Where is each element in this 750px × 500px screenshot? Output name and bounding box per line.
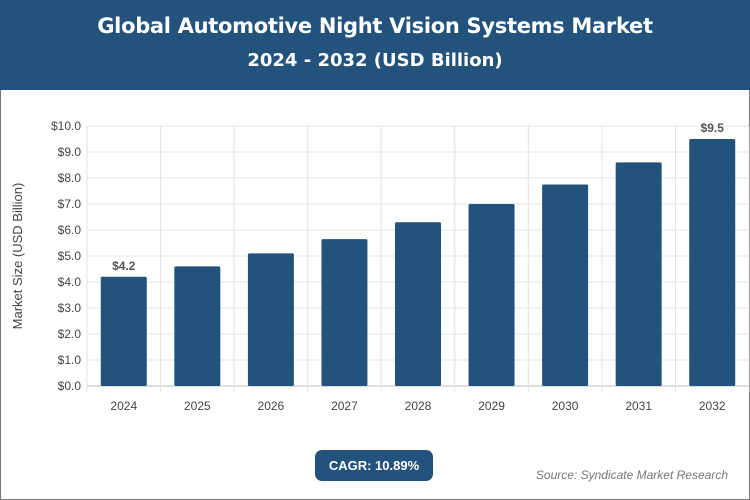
bar-2025 <box>174 266 221 386</box>
bar-2026 <box>247 253 294 386</box>
chart-header: Global Automotive Night Vision Systems M… <box>0 0 750 90</box>
y-tick-label: $8.0 <box>58 171 82 185</box>
x-tick-label: 2030 <box>552 399 579 413</box>
x-tick-label: 2029 <box>478 399 505 413</box>
source-note: Source: Syndicate Market Research <box>535 468 728 482</box>
x-tick-label: 2027 <box>331 399 358 413</box>
y-axis-label: Market Size (USD Billion) <box>10 183 25 330</box>
y-tick-label: $1.0 <box>58 353 82 367</box>
y-tick-label: $9.0 <box>58 145 82 159</box>
bar-2030 <box>542 184 589 386</box>
x-tick-label: 2025 <box>184 399 211 413</box>
cagr-badge: CAGR: 10.89% <box>315 450 433 481</box>
y-tick-label: $6.0 <box>58 223 82 237</box>
bar-2031 <box>615 162 662 386</box>
y-tick-label: $4.0 <box>58 275 82 289</box>
y-tick-label: $5.0 <box>58 249 82 263</box>
x-tick-label: 2028 <box>405 399 432 413</box>
x-tick-label: 2024 <box>110 399 137 413</box>
y-tick-label: $0.0 <box>58 379 82 393</box>
y-tick-label: $2.0 <box>58 327 82 341</box>
bar-2032 <box>689 139 736 386</box>
x-tick-label: 2032 <box>699 399 726 413</box>
bar-2028 <box>395 222 441 386</box>
bar-2029 <box>468 204 515 386</box>
y-tick-label: $7.0 <box>58 197 82 211</box>
bar-2027 <box>321 239 368 386</box>
y-tick-label: $10.0 <box>51 119 81 133</box>
data-label: $9.5 <box>701 121 725 135</box>
x-tick-label: 2031 <box>625 399 652 413</box>
y-tick-label: $3.0 <box>58 301 82 315</box>
chart-title: Global Automotive Night Vision Systems M… <box>97 14 653 38</box>
x-tick-label: 2026 <box>258 399 285 413</box>
bar-2024 <box>100 276 147 386</box>
chart-subtitle: 2024 - 2032 (USD Billion) <box>247 50 503 71</box>
data-label: $4.2 <box>112 259 136 273</box>
